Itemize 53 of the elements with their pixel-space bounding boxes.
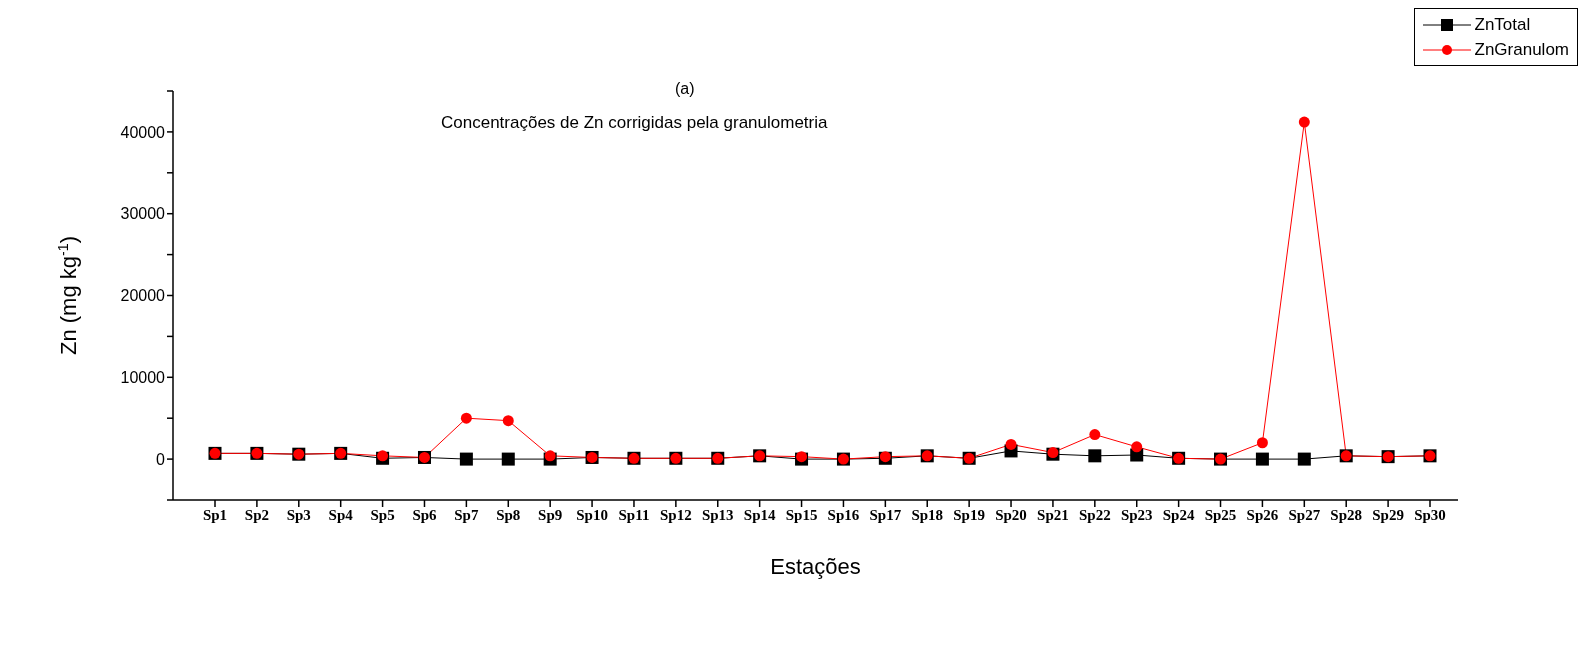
point bbox=[1088, 449, 1102, 463]
chart-title: (a) bbox=[675, 80, 695, 98]
y-tick-label: 0 bbox=[156, 450, 166, 468]
legend-label: ZnTotal bbox=[1474, 14, 1531, 35]
x-tick-label: Sp1 bbox=[202, 506, 228, 523]
x-tick-label: Sp9 bbox=[538, 506, 563, 523]
y-tick-label: 40000 bbox=[120, 123, 166, 141]
x-tick-label: Sp25 bbox=[1204, 506, 1237, 523]
point bbox=[460, 412, 472, 424]
x-tick-label: Sp2 bbox=[244, 506, 269, 523]
point bbox=[459, 452, 473, 466]
x-tick-label: Sp18 bbox=[911, 506, 944, 523]
point bbox=[544, 450, 556, 462]
y-tick-label: 20000 bbox=[120, 287, 166, 305]
x-tick-label: Sp8 bbox=[496, 506, 521, 523]
x-tick-label: Sp11 bbox=[618, 506, 650, 523]
x-tick-label: Sp15 bbox=[785, 506, 818, 523]
x-tick-label: Sp4 bbox=[328, 506, 354, 523]
x-tick-label: Sp10 bbox=[576, 506, 608, 523]
x-tick-label: Sp29 bbox=[1372, 506, 1404, 523]
x-tick-label: Sp5 bbox=[370, 506, 395, 523]
x-tick-label: Sp16 bbox=[827, 506, 860, 523]
x-tick-label: Sp21 bbox=[1037, 506, 1069, 523]
point bbox=[1297, 452, 1311, 466]
x-tick-label: Sp24 bbox=[1162, 506, 1195, 523]
x-tick-label: Sp12 bbox=[660, 506, 692, 523]
x-axis-title: Estações bbox=[770, 554, 861, 579]
x-tick-label: Sp23 bbox=[1120, 506, 1153, 523]
x-tick-label: Sp17 bbox=[869, 506, 902, 523]
point bbox=[1131, 441, 1143, 453]
y-tick-label: 10000 bbox=[120, 368, 166, 386]
x-tick-label: Sp13 bbox=[701, 506, 734, 523]
x-tick-label: Sp27 bbox=[1288, 506, 1321, 523]
x-tick-label: Sp19 bbox=[953, 506, 985, 523]
x-tick-label: Sp20 bbox=[995, 506, 1027, 523]
x-tick-label: Sp6 bbox=[412, 506, 438, 523]
x-tick-label: Sp28 bbox=[1330, 506, 1363, 523]
point bbox=[501, 452, 515, 466]
y-tick-label: 30000 bbox=[120, 205, 166, 223]
text: Concentrações de Zn corrigidas pela granulometria bbox=[441, 113, 828, 133]
point bbox=[1298, 116, 1310, 128]
legend-label: ZnGranulom bbox=[1474, 39, 1569, 60]
x-tick-label: Sp30 bbox=[1414, 506, 1446, 523]
point bbox=[502, 415, 514, 427]
x-tick-label: Sp14 bbox=[743, 506, 776, 523]
x-tick-label: Sp7 bbox=[454, 506, 479, 523]
point bbox=[1089, 429, 1101, 441]
x-tick-label: Sp22 bbox=[1078, 506, 1111, 523]
point bbox=[1255, 452, 1269, 466]
point bbox=[1256, 437, 1268, 449]
point bbox=[1005, 438, 1017, 450]
x-tick-label: Sp26 bbox=[1246, 506, 1279, 523]
x-tick-label: Sp3 bbox=[286, 506, 311, 523]
